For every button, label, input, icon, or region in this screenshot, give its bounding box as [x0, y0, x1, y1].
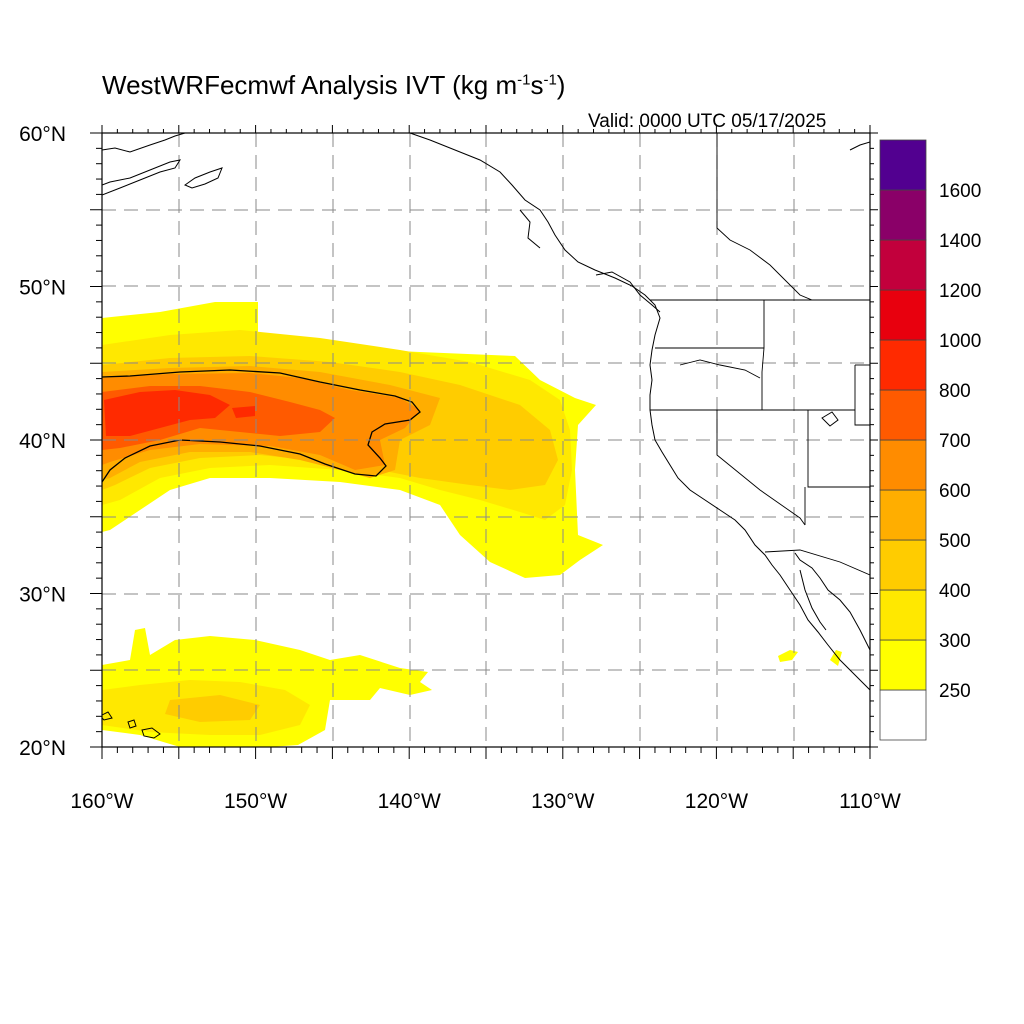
- colorbar-swatch: [879, 689, 927, 741]
- lon-tick-label: 130°W: [531, 790, 594, 813]
- map-title: WestWRFecmwf Analysis IVT (kg m-1s-1): [102, 70, 566, 100]
- colorbar-swatch: [879, 339, 927, 391]
- lon-tick-label: 110°W: [839, 790, 901, 813]
- lon-tick-label: 160°W: [70, 790, 133, 813]
- lat-tick-label: 40°N: [19, 430, 66, 453]
- colorbar-label: 1400: [939, 231, 981, 252]
- axis-tick-labels: 160°W 150°W 140°W 130°W 120°W 110°W 60°N 50°N 40…: [19, 123, 901, 813]
- axis-tick-marks: [90, 125, 878, 759]
- colorbar-swatch: [879, 439, 927, 491]
- ivt-contour-500: [102, 369, 421, 483]
- colorbar-swatch: [879, 539, 927, 591]
- colorbar-label: 1200: [939, 281, 981, 302]
- colorbar-label: 1000: [939, 331, 981, 352]
- colorbar-swatch: [879, 639, 927, 691]
- colorbar: 250 300 400 500 600 700 800 1000 1200 1400 1600: [879, 139, 981, 741]
- lat-tick-label: 30°N: [19, 584, 66, 607]
- colorbar-label: 1600: [939, 181, 981, 202]
- ivt-field: [102, 133, 870, 747]
- colorbar-label: 250: [939, 681, 971, 702]
- colorbar-label: 300: [939, 631, 971, 652]
- lat-tick-label: 60°N: [19, 123, 66, 146]
- colorbar-label: 400: [939, 581, 971, 602]
- map-gridlines: [102, 133, 870, 747]
- ivt-region-800: [104, 390, 230, 436]
- ivt-region-400-south: [165, 695, 260, 722]
- ivt-region-250-blob: [778, 650, 798, 662]
- lon-tick-label: 150°W: [224, 790, 287, 813]
- state-borders: [650, 133, 870, 576]
- ivt-region-250-blob2: [830, 650, 842, 666]
- lat-tick-label: 50°N: [19, 277, 66, 300]
- colorbar-label: 700: [939, 431, 971, 452]
- lat-tick-label: 20°N: [19, 737, 66, 760]
- colorbar-swatch: [879, 239, 927, 291]
- ivt-region-800-b: [232, 406, 255, 418]
- colorbar-swatch: [879, 389, 927, 441]
- colorbar-swatch: [879, 589, 927, 641]
- colorbar-label: 800: [939, 381, 971, 402]
- valid-time-label: Valid: 0000 UTC 05/17/2025: [588, 111, 827, 132]
- colorbar-swatch: [879, 139, 927, 191]
- colorbar-label: 600: [939, 481, 971, 502]
- colorbar-label: 500: [939, 531, 971, 552]
- colorbar-swatch: [879, 489, 927, 541]
- lon-tick-label: 120°W: [685, 790, 748, 813]
- colorbar-swatch: [879, 189, 927, 241]
- lon-tick-label: 140°W: [378, 790, 441, 813]
- colorbar-swatch: [879, 289, 927, 341]
